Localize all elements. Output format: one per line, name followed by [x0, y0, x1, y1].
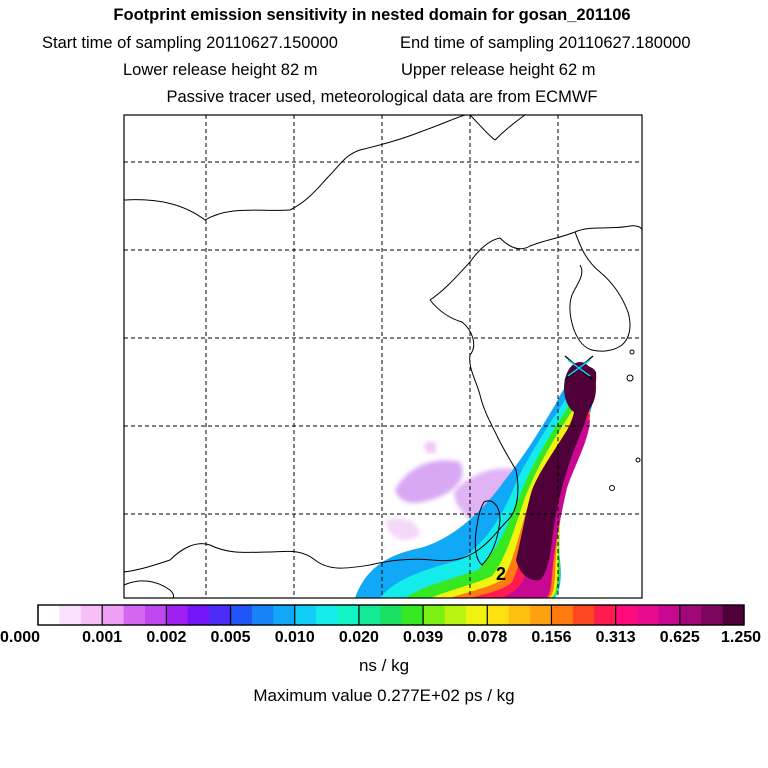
coastline: [469, 115, 526, 141]
colorbar-tick-label: 0.039: [403, 629, 444, 646]
plume-faint-patch: [395, 460, 463, 503]
plume-layer: [355, 362, 597, 598]
coastline: [429, 299, 517, 471]
plume-receptor-blob: [564, 362, 596, 414]
coastlines: [124, 115, 642, 598]
colorbar-swatch: [316, 605, 338, 625]
colorbar-swatch: [444, 605, 467, 625]
colorbar-swatch: [530, 605, 552, 625]
colorbar-tick-label: 0.078: [467, 629, 508, 646]
colorbar-tick-label: 0.001: [82, 629, 123, 646]
colorbar-swatch: [572, 605, 595, 625]
units-label: ns / kg: [358, 656, 410, 675]
colorbar-tick-label: 0.002: [146, 629, 187, 646]
colorbar-tick-label: 0.005: [210, 629, 251, 646]
plume-faint-patch: [424, 440, 437, 454]
colorbar-swatch: [551, 605, 574, 625]
max-value-label: Maximum value 0.277E+02 ps / kg: [253, 686, 515, 705]
colorbar-swatch: [230, 605, 253, 625]
colorbar-swatch: [187, 605, 210, 625]
colorbar-swatch: [294, 605, 317, 625]
colorbar-tick-label: 0.020: [338, 629, 379, 646]
colorbar-swatch: [358, 605, 381, 625]
island-outline: [626, 374, 634, 382]
colorbar-swatch: [80, 605, 103, 625]
colorbar-swatch: [679, 605, 702, 625]
colorbar-tick-label: 0.313: [595, 629, 636, 646]
plume-core: [516, 366, 597, 581]
upper-height-label: Upper release height 62 m: [401, 61, 596, 79]
colorbar-swatch: [38, 605, 60, 625]
colorbar-swatch: [487, 605, 510, 625]
coastline-korea: [569, 231, 631, 352]
island-outline: [629, 349, 635, 355]
colorbar-tick-label: 0.010: [274, 629, 315, 646]
colorbar-swatch: [380, 605, 403, 625]
colorbar-swatch: [701, 605, 723, 625]
coastline-taiwan: [474, 500, 501, 566]
colorbar-swatch: [102, 605, 124, 625]
colorbar-swatch: [658, 605, 681, 625]
colorbar-swatch: [615, 605, 638, 625]
colorbar-swatch: [273, 605, 296, 625]
colorbar-swatch: [251, 605, 274, 625]
colorbar-frame: [37, 604, 745, 626]
colorbar-swatch: [123, 605, 146, 625]
coastline-hainan: [124, 580, 175, 598]
coastline: [124, 469, 519, 573]
colorbar-swatch: [166, 605, 189, 625]
colorbar-tick-label: 0.156: [531, 629, 572, 646]
island-outline: [635, 457, 641, 463]
plume-faint-patch: [385, 518, 420, 540]
chart-title: Footprint emission sensitivity in nested…: [113, 6, 631, 24]
colorbar-swatch: [465, 605, 488, 625]
colorbar-swatch: [508, 605, 531, 625]
colorbar-swatch: [722, 605, 745, 625]
coastline: [429, 225, 642, 301]
colorbar-swatch: [337, 605, 360, 625]
graticule: [124, 115, 642, 598]
colorbar-swatch: [594, 605, 617, 625]
map-frame: [123, 114, 643, 599]
plume-faint-patch: [454, 468, 520, 520]
colorbar-swatch: [401, 605, 424, 625]
colorbar-swatch: [209, 605, 231, 625]
colorbar-tick-label: 0.000: [0, 629, 41, 646]
colorbar: [37, 604, 745, 626]
receptor-marker: [564, 355, 594, 381]
lower-height-label: Lower release height 82 m: [123, 61, 318, 79]
colorbar-tick-label: 0.625: [659, 629, 700, 646]
island-outline: [609, 485, 615, 491]
colorbar-swatch: [59, 605, 82, 625]
coastline: [124, 115, 466, 221]
tracer-note: Passive tracer used, meteorological data…: [166, 88, 598, 106]
colorbar-tick-label: 1.250: [720, 629, 762, 646]
map-contour-label: 2: [496, 564, 506, 584]
colorbar-swatch: [423, 605, 445, 625]
start-time-label: Start time of sampling 20110627.150000: [42, 34, 338, 52]
end-time-label: End time of sampling 20110627.180000: [400, 34, 691, 52]
colorbar-swatch: [144, 605, 167, 625]
colorbar-swatch: [637, 605, 659, 625]
